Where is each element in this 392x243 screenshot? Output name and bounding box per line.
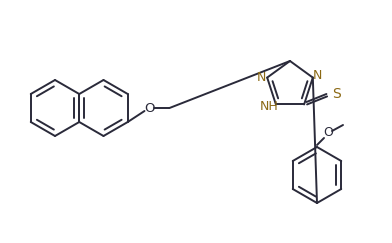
Text: N: N <box>313 69 323 82</box>
Text: O: O <box>323 127 333 139</box>
Text: S: S <box>332 87 341 101</box>
Text: O: O <box>144 102 155 114</box>
Text: N: N <box>256 71 266 84</box>
Text: NH: NH <box>260 100 278 113</box>
